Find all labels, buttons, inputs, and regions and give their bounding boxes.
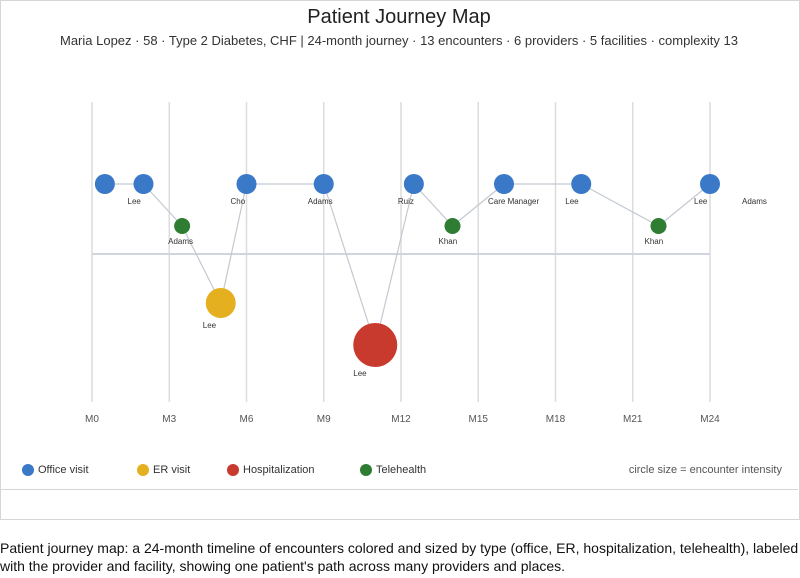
provider-label: Lee — [353, 369, 367, 378]
legend-item-telehealth: Telehealth — [360, 464, 426, 476]
encounter-point — [313, 174, 334, 194]
chart-card — [0, 0, 800, 520]
x-tick-label: M9 — [317, 414, 331, 425]
encounter-point — [571, 174, 592, 194]
chart-title: Patient Journey Map — [307, 6, 491, 28]
encounter-point — [353, 323, 398, 367]
figure-caption: Patient journey map: a 24-month timeline… — [0, 540, 799, 574]
encounter-point — [94, 174, 115, 194]
journey-path-segment — [374, 183, 415, 346]
x-tick-label: M18 — [546, 414, 566, 425]
encounter-point — [700, 174, 720, 194]
provider-label: Adams — [168, 237, 193, 246]
provider-label: Khan — [645, 237, 664, 246]
legend-item-hospitalization: Hospitalization — [227, 464, 315, 476]
journey-path-segment — [323, 183, 376, 346]
legend-swatch — [360, 464, 372, 476]
x-tick-label: M12 — [391, 414, 411, 425]
legend-swatch — [137, 464, 149, 476]
provider-label: Cho — [231, 197, 246, 206]
provider-label: Lee — [203, 321, 217, 330]
encounter-point — [236, 174, 257, 194]
encounter-point — [650, 218, 667, 234]
x-tick-label: M3 — [162, 414, 176, 425]
provider-label: Lee — [565, 197, 579, 206]
legend-item-er: ER visit — [137, 464, 190, 476]
journey-path-segment — [580, 183, 659, 227]
journey-path-segment — [658, 183, 711, 227]
journey-chart: M0 M3 M6 M9 M12 M15 M18 M21 M24 Lee Adams Lee Cho Ada… — [85, 102, 767, 425]
encounter-point — [205, 288, 236, 318]
legend: circle size = encounter intensity Office… — [22, 464, 782, 480]
x-tick-label: M21 — [623, 414, 643, 425]
legend-label: ER visit — [153, 464, 191, 476]
encounter-point — [174, 218, 191, 234]
journey-path-segment — [220, 183, 248, 304]
provider-label: Adams — [742, 197, 767, 206]
legend-swatch — [227, 464, 239, 476]
legend-label: Telehealth — [376, 464, 427, 476]
legend-swatch — [22, 464, 34, 476]
provider-label: Lee — [128, 197, 142, 206]
x-tick-label: M24 — [700, 414, 720, 425]
encounter-point — [444, 218, 461, 234]
x-tick-label: M15 — [469, 414, 489, 425]
encounter-point — [133, 174, 154, 194]
provider-label: Ruiz — [398, 197, 414, 206]
legend-label: Hospitalization — [243, 464, 315, 476]
provider-label: Khan — [439, 237, 458, 246]
card-divider — [0, 489, 798, 490]
chart-subtitle: Maria Lopez · 58 · Type 2 Diabetes, CHF … — [60, 33, 738, 48]
provider-label: Adams — [308, 197, 333, 206]
legend-item-office: Office visit — [22, 464, 89, 476]
x-tick-label: M0 — [85, 414, 99, 425]
legend-label: Office visit — [38, 464, 89, 476]
journey-path-segment — [452, 183, 505, 227]
legend-note: circle size = encounter intensity — [628, 464, 782, 476]
provider-label: Care Manager — [488, 197, 539, 206]
encounter-point — [494, 174, 514, 194]
provider-label: Lee — [694, 197, 708, 206]
x-tick-label: M6 — [240, 414, 254, 425]
encounter-point — [403, 174, 424, 194]
